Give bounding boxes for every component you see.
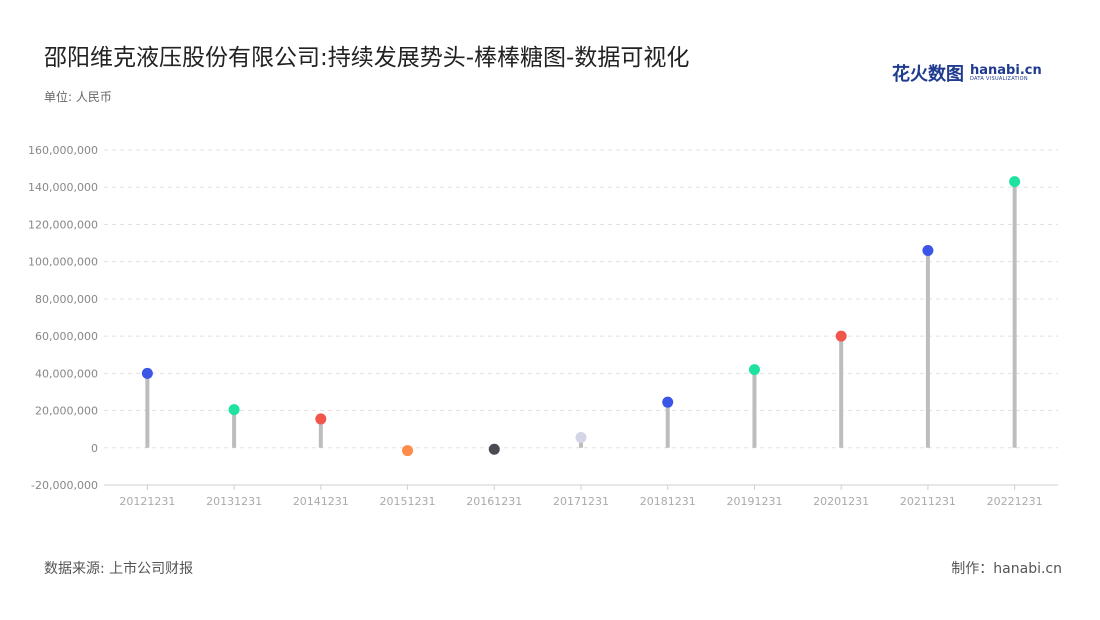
lollipop-dot[interactable] <box>488 443 500 455</box>
lollipop-dot[interactable] <box>1009 176 1021 188</box>
x-tick-label: 20171231 <box>553 495 609 508</box>
y-tick-label: 100,000,000 <box>28 256 98 269</box>
brand-logo-en: hanabi.cn <box>970 63 1042 78</box>
y-tick-label: -20,000,000 <box>31 479 98 492</box>
y-tick-label: 20,000,000 <box>35 405 98 418</box>
y-tick-label: 120,000,000 <box>28 218 98 231</box>
x-tick-label: 20181231 <box>640 495 696 508</box>
y-tick-label: 160,000,000 <box>28 144 98 157</box>
x-tick-label: 20151231 <box>380 495 436 508</box>
x-tick-label: 20191231 <box>726 495 782 508</box>
lollipop-dot[interactable] <box>402 445 414 457</box>
y-tick-label: 140,000,000 <box>28 181 98 194</box>
brand-logo-en-block: hanabi.cn DATA VISUALIZATION <box>970 64 1042 82</box>
brand-logo: 花火数图 hanabi.cn DATA VISUALIZATION <box>892 60 1042 86</box>
y-tick-label: 40,000,000 <box>35 367 98 380</box>
x-tick-label: 20161231 <box>466 495 522 508</box>
brand-logo-en-sub: DATA VISUALIZATION <box>970 76 1028 82</box>
y-tick-label: 80,000,000 <box>35 293 98 306</box>
unit-label: 单位: 人民币 <box>44 90 112 104</box>
dot-layer <box>141 176 1021 457</box>
lollipop-dot[interactable] <box>835 330 847 342</box>
stem-layer <box>145 181 1017 451</box>
lollipop-dot[interactable] <box>922 245 934 256</box>
lollipop-dot[interactable] <box>575 432 587 444</box>
lollipop-dot[interactable] <box>748 364 760 376</box>
x-tick-label: 20201231 <box>813 495 869 508</box>
chart-title: 邵阳维克液压股份有限公司:持续发展势头-棒棒糖图-数据可视化 <box>44 45 690 71</box>
data-source: 数据来源: 上市公司财报 <box>44 561 194 577</box>
lollipop-dot[interactable] <box>662 396 674 408</box>
x-tick-label: 20141231 <box>293 495 349 508</box>
lollipop-dot[interactable] <box>228 404 240 416</box>
lollipop-dot[interactable] <box>315 413 327 425</box>
axis-layer: -20,000,000 0 20,000,000 40,000,000 60,000,0… <box>28 144 1043 508</box>
y-tick-label: 60,000,000 <box>35 330 98 343</box>
y-tick-label: 0 <box>91 442 98 455</box>
x-tick-label: 20121231 <box>119 495 175 508</box>
x-tick-label: 20211231 <box>900 495 956 508</box>
lollipop-dot[interactable] <box>141 367 153 379</box>
x-tick-label: 20131231 <box>206 495 262 508</box>
maker-credit: 制作：hanabi.cn <box>951 561 1062 577</box>
x-tick-label: 20221231 <box>987 495 1043 508</box>
grid-layer <box>104 149 1058 486</box>
brand-logo-zh: 花火数图 <box>892 64 964 85</box>
